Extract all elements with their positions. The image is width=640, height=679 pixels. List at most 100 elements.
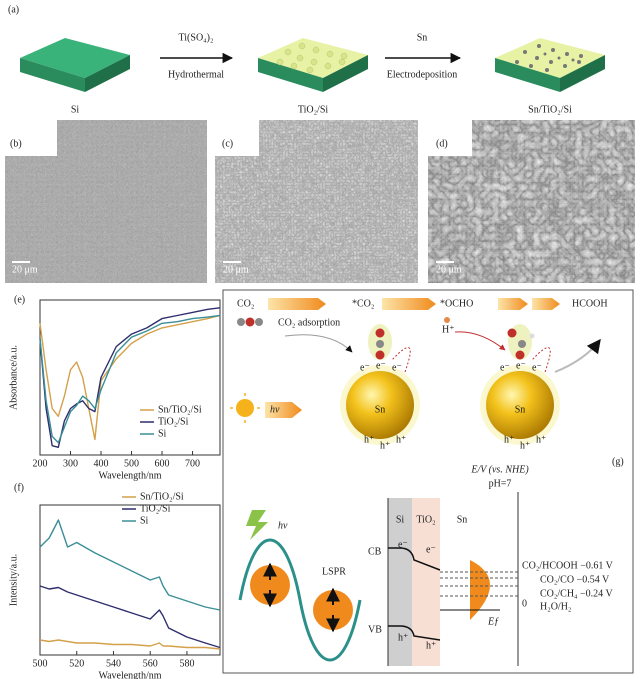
- hole: h⁺: [364, 434, 374, 445]
- method: Hydrothermal: [168, 69, 224, 80]
- legend-label: Si: [140, 515, 149, 526]
- species: H⁺: [442, 324, 455, 335]
- sn-block: [495, 38, 605, 92]
- step-label: CO₂ adsorption: [278, 317, 340, 328]
- scale-bar-label: 20 μm: [12, 264, 38, 275]
- light: hν: [278, 520, 288, 531]
- panel-b: (b) 20 μm: [5, 120, 207, 283]
- redox-potential: H₂O/H₂: [540, 601, 571, 612]
- electron: e⁻: [516, 360, 526, 371]
- tio2-block: [258, 38, 368, 92]
- hole: h⁺: [398, 632, 408, 643]
- species: CO₂: [237, 298, 254, 309]
- method: Electrodeposition: [387, 69, 458, 80]
- x-tick-label: 500: [124, 458, 139, 469]
- axis-zero: 0: [522, 598, 527, 609]
- y-axis-title: Absorbance/a.u.: [8, 345, 19, 410]
- sn-particle: [486, 371, 554, 439]
- layer: TiO₂: [416, 514, 435, 525]
- hole: h⁺: [426, 640, 436, 651]
- x-tick-label: 700: [185, 458, 200, 469]
- block-label: Sn/TiO₂/Si: [528, 104, 572, 115]
- fermi-level: Eƒ: [487, 616, 499, 627]
- panel-label: (f): [14, 482, 24, 493]
- hole: h⁺: [504, 434, 514, 445]
- series-line: [39, 585, 221, 649]
- x-tick-label: 580: [179, 658, 194, 669]
- series-line: [39, 314, 221, 444]
- adsorbate: [507, 324, 535, 360]
- series-line: [39, 314, 221, 441]
- block-label: Si: [71, 104, 80, 115]
- species: *OCHO: [440, 298, 473, 309]
- series-line: [39, 307, 221, 448]
- series-line: [39, 639, 221, 650]
- condition: pH=7: [489, 478, 512, 489]
- hole: h⁺: [380, 440, 390, 451]
- layer: Sn: [457, 514, 468, 525]
- legend-label: TiO₂/Si: [158, 416, 189, 427]
- x-tick-label: 560: [143, 658, 158, 669]
- legend-label: Sn/TiO₂/Si: [158, 404, 202, 415]
- light: hν: [270, 404, 280, 415]
- x-tick-label: 300: [63, 458, 78, 469]
- series-line: [39, 519, 221, 611]
- electron: e⁻: [398, 539, 408, 550]
- panel-label: (b): [10, 138, 22, 149]
- electron: e⁻: [532, 362, 542, 373]
- plot-frame: [39, 504, 221, 656]
- panel-g: CO₂ *CO₂ *OCHO HCOOH CO₂ adsorption H⁺ h…: [222, 289, 634, 674]
- panel-c: (c) 20 μm: [215, 120, 418, 283]
- adsorbate: [368, 324, 392, 360]
- y-axis-title: Intensity/a.u.: [8, 554, 19, 606]
- panel-a: (a) Si TiO₂/Si Sn/TiO₂/Si Ti(SO₄)₂ Hydro…: [8, 4, 605, 115]
- band: VB: [368, 624, 382, 635]
- scale-bar-label: 20 μm: [223, 264, 249, 275]
- hole: h⁺: [520, 440, 530, 451]
- axis-title: E/V (vs. NHE): [470, 464, 529, 475]
- block-label: TiO₂/Si: [298, 104, 329, 115]
- x-axis-title: Wavelength/nm: [98, 670, 161, 679]
- particle-label: Sn: [375, 404, 386, 415]
- x-tick-label: 540: [106, 658, 121, 669]
- electron: e⁻: [360, 362, 370, 373]
- sn-particle: [346, 371, 414, 439]
- species: HCOOH: [572, 298, 608, 309]
- species: *CO₂: [352, 298, 374, 309]
- x-axis-title: Wavelength/nm: [98, 470, 161, 481]
- band: CB: [368, 546, 382, 557]
- panel-label: (e): [14, 294, 25, 305]
- electron: e⁻: [500, 362, 510, 373]
- redox-potential: CO₂/HCOOH −0.61 V: [522, 560, 614, 571]
- legend-label: TiO₂/Si: [140, 503, 171, 514]
- reagent: Sn: [417, 32, 428, 43]
- lspr: LSPR: [322, 566, 346, 577]
- panel-label: (d): [436, 138, 448, 149]
- hole: h⁺: [536, 434, 546, 445]
- legend-label: Sn/TiO₂/Si: [140, 491, 184, 502]
- x-tick-label: 500: [33, 658, 48, 669]
- reagent: Ti(SO₄)₂: [179, 32, 214, 43]
- panel-label: (a): [8, 4, 19, 15]
- sun: [236, 399, 254, 417]
- plot-frame: [39, 299, 221, 456]
- redox-potential: CO₂/CO −0.54 V: [540, 574, 610, 585]
- particle-label: Sn: [515, 404, 526, 415]
- x-tick-label: 520: [69, 658, 84, 669]
- scale-bar-label: 20 μm: [436, 264, 462, 275]
- electron: e⁻: [376, 360, 386, 371]
- electron: e⁻: [392, 362, 402, 373]
- x-tick-label: 400: [94, 458, 109, 469]
- si-block: [20, 38, 130, 92]
- legend-label: Si: [158, 428, 167, 439]
- panel-label: (c): [222, 138, 233, 149]
- layer: Si: [396, 514, 405, 525]
- x-tick-label: 200: [33, 458, 48, 469]
- redox-potential: CO₂/CH₄ −0.24 V: [540, 588, 613, 599]
- hole: h⁺: [396, 434, 406, 445]
- lightning: [246, 510, 268, 540]
- x-tick-label: 600: [155, 458, 170, 469]
- panel-frame: [222, 289, 634, 674]
- electron: e⁻: [426, 544, 436, 555]
